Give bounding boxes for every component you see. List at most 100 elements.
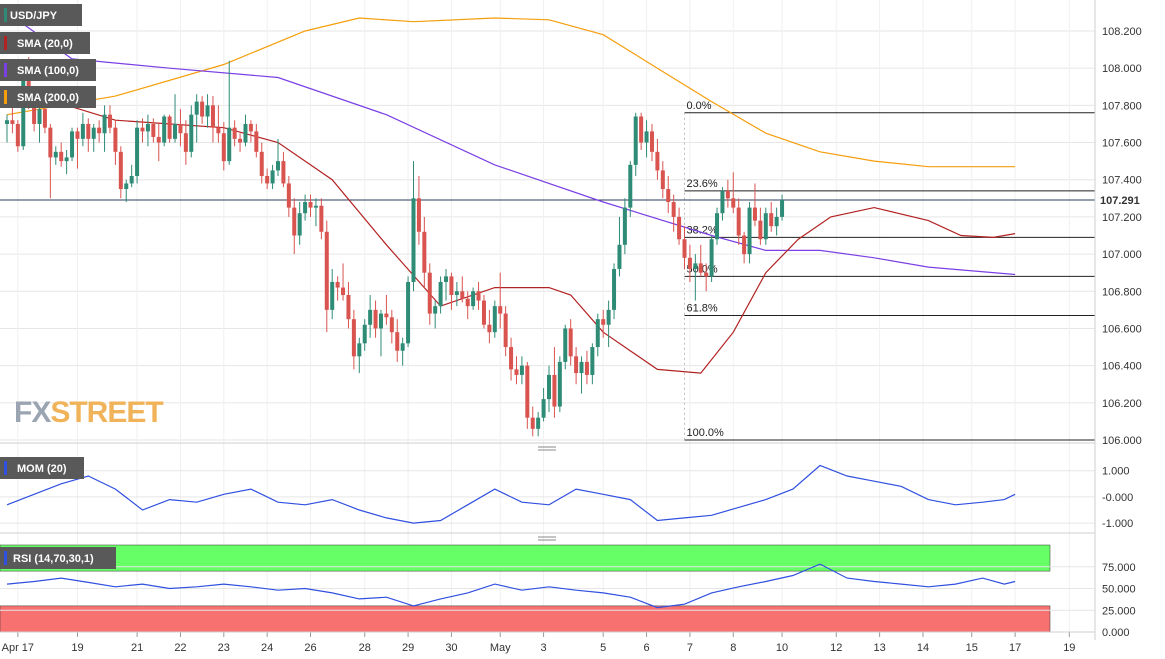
candle-down — [48, 127, 53, 158]
candle-up — [444, 276, 449, 282]
brand-part2: STREET — [50, 396, 163, 429]
x-tick-label: 3 — [541, 642, 547, 654]
moving-averages — [6, 11, 1016, 374]
candle-down — [584, 361, 589, 375]
candle-up — [709, 239, 714, 277]
candle-up — [720, 190, 725, 214]
price-axis: 106.000 106.200 106.400 106.600 106.800 107.0… — [1095, 26, 1157, 447]
legend-tag-sma200[interactable]: SMA (200,0) — [0, 86, 96, 108]
candle-down — [335, 281, 340, 288]
candle-up — [330, 281, 335, 310]
price-tick-label: 108.000 — [1102, 63, 1142, 75]
price-tick-label: 107.200 — [1102, 212, 1142, 224]
candle-down — [118, 151, 123, 190]
candle-down — [308, 202, 313, 208]
candle-up — [454, 291, 459, 295]
candle-up — [590, 347, 595, 375]
sma100-line — [6, 11, 1016, 276]
x-tick-label: 8 — [730, 642, 736, 654]
candle-down — [769, 213, 774, 227]
brand-part1: FX — [14, 396, 51, 429]
candle-up — [595, 319, 600, 348]
candle-down — [427, 272, 432, 314]
price-tick-label: 106.200 — [1102, 398, 1142, 410]
x-tick-label: 30 — [445, 642, 457, 654]
resize-handle-2[interactable] — [538, 536, 556, 541]
mom-line — [6, 464, 1016, 524]
price-tick-label: 106.800 — [1102, 286, 1142, 298]
candle-down — [671, 202, 676, 217]
candle-up — [612, 268, 617, 310]
price-tick-label: 107.800 — [1102, 100, 1142, 112]
candle-up — [21, 77, 26, 147]
candle-up — [129, 176, 134, 184]
candle-down — [341, 287, 346, 295]
candle-up — [622, 207, 627, 245]
candle-up — [438, 281, 443, 307]
x-axis: Apr 17 19 21 22 23 24 26 28 29 30 May 3 5 6 7 8 10 12 13 14… — [2, 632, 1075, 654]
price-tick-label: 106.400 — [1102, 361, 1142, 373]
rsi-panel: 75.000 50.000 25.000 0.000 — [0, 544, 1136, 639]
candle-down — [514, 369, 519, 375]
candle-down — [704, 272, 709, 277]
x-tick-label: 13 — [873, 642, 885, 654]
candle-down — [758, 220, 763, 240]
legend-tag-sma100[interactable]: SMA (100,0) — [0, 59, 96, 81]
candle-up — [644, 131, 649, 143]
candle-down — [460, 291, 465, 299]
candle-up — [91, 127, 96, 139]
sma200-label: SMA (200,0) — [17, 92, 79, 104]
price-tick-label: 108.200 — [1102, 26, 1142, 38]
candle-down — [574, 356, 579, 374]
candle-down — [42, 109, 47, 128]
sma20-line — [6, 86, 1016, 374]
candle-down — [259, 151, 264, 177]
candle-up — [70, 131, 75, 158]
candle-up — [492, 306, 497, 333]
candle-up — [243, 123, 248, 143]
candle-up — [135, 127, 140, 177]
candle-down — [476, 291, 481, 301]
x-tick-label: 29 — [402, 642, 414, 654]
candle-down — [530, 417, 535, 429]
candle-up — [774, 216, 779, 227]
resize-handle-1[interactable] — [538, 446, 556, 451]
candle-up — [368, 309, 373, 325]
candle-down — [422, 231, 427, 273]
candle-up — [194, 101, 199, 115]
legend-tag-sma20[interactable]: SMA (20,0) — [0, 32, 90, 54]
mom-panel: 1.000 -0.000 -1.000 — [0, 464, 1133, 530]
candle-down — [238, 138, 243, 143]
candle-down — [221, 133, 226, 162]
x-tick-label: 12 — [830, 642, 842, 654]
legend-tag-rsi[interactable]: RSI (14,70,30,1) — [0, 547, 116, 569]
candle-up — [102, 114, 107, 134]
candle-down — [395, 332, 400, 351]
candle-down — [265, 176, 270, 184]
candle-up — [53, 151, 58, 158]
candle-down — [687, 257, 692, 269]
candle-down — [286, 183, 291, 208]
candle-up — [411, 198, 416, 282]
candle-up — [557, 361, 562, 407]
candles — [5, 57, 785, 437]
candle-up — [173, 123, 178, 139]
x-tick-label: 14 — [917, 642, 929, 654]
candle-up — [189, 114, 194, 152]
candle-up — [547, 374, 551, 400]
x-tick-label: May — [490, 642, 511, 654]
candle-up — [362, 324, 367, 344]
candle-down — [736, 207, 741, 236]
candle-down — [151, 123, 156, 137]
candle-up — [628, 164, 633, 208]
candle-down — [216, 127, 221, 134]
candle-up — [715, 213, 720, 240]
candle-down — [655, 151, 660, 171]
candle-up — [124, 183, 129, 190]
candle-up — [780, 199, 785, 217]
legend-tag-instrument[interactable]: USD/JPY — [0, 4, 82, 26]
candle-down — [742, 235, 747, 255]
legend-tag-mom[interactable]: MOM (20) — [0, 457, 84, 479]
candle-up — [747, 207, 752, 255]
